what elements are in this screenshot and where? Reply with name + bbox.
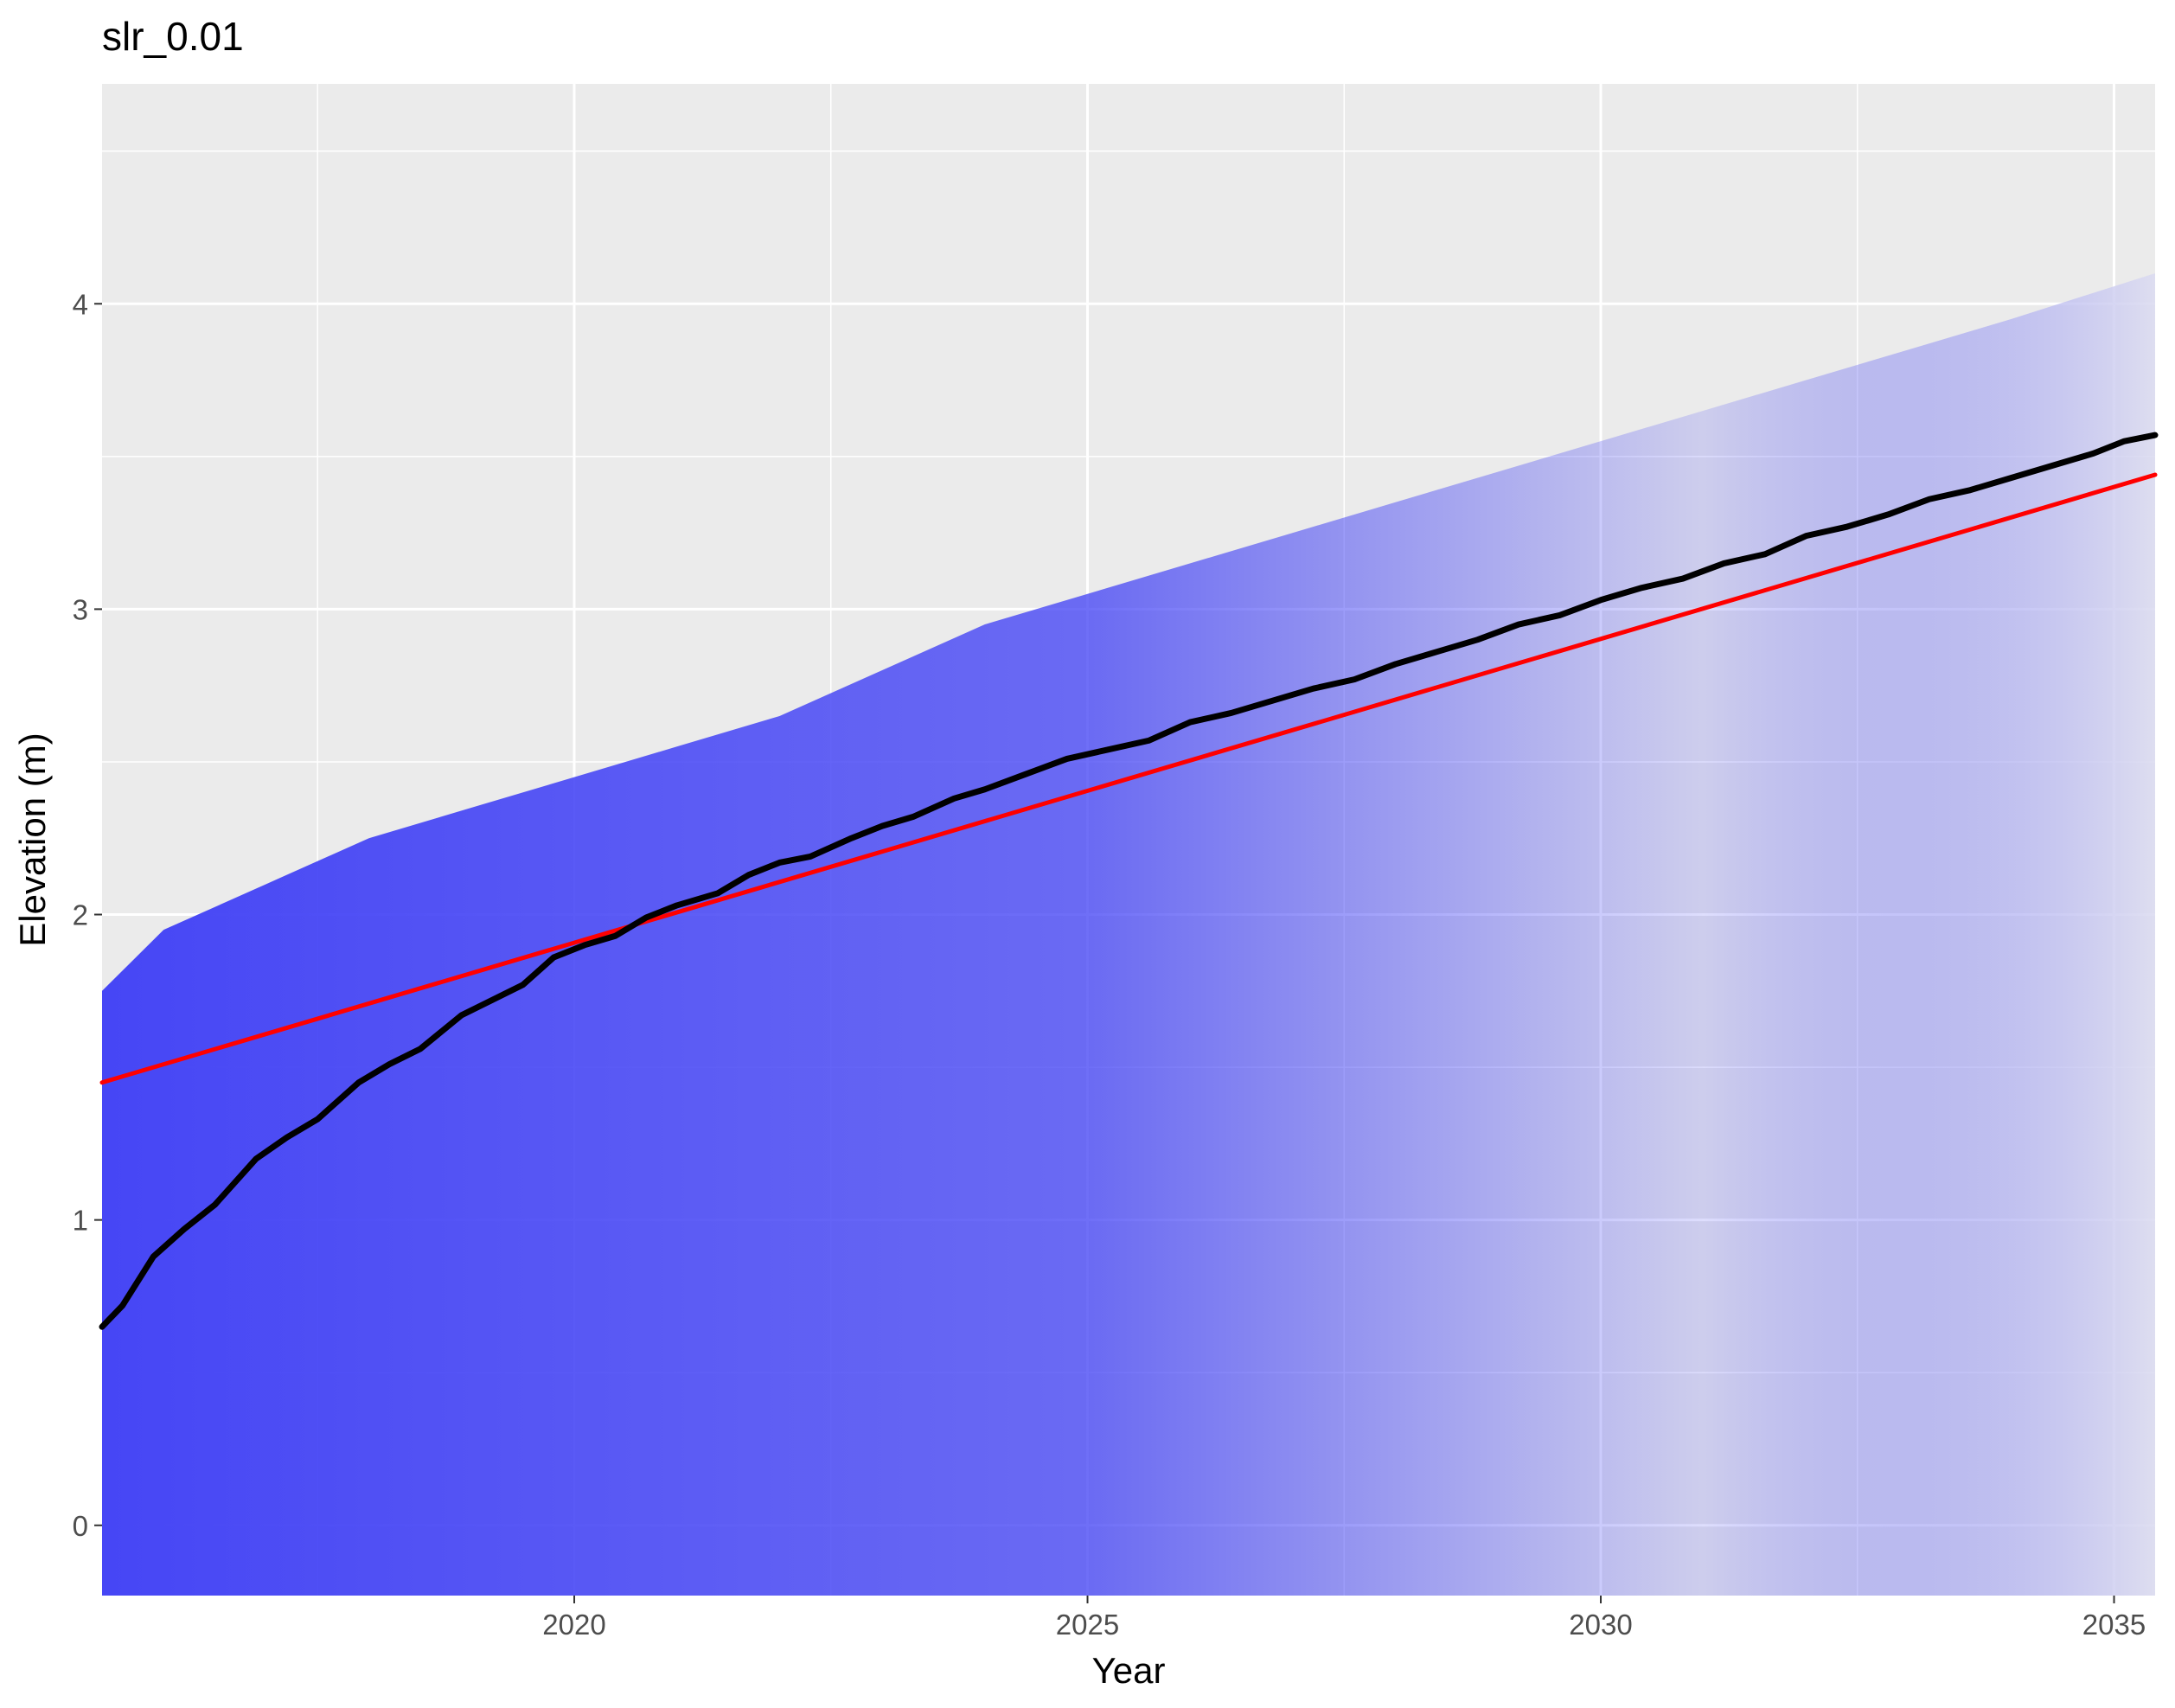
- y-tick-label: 2: [73, 899, 88, 931]
- median-line: [99, 432, 2159, 1330]
- series-layer: [99, 432, 2159, 1330]
- x-axis-ticks: 2020 2025 2030 2035: [542, 1596, 2146, 1641]
- y-axis-ticks: 0 1 2 3 4: [73, 288, 102, 1542]
- y-tick-label: 0: [73, 1510, 88, 1542]
- y-tick-label: 1: [73, 1205, 88, 1237]
- x-tick-label: 2025: [1056, 1609, 1119, 1641]
- y-tick-label: 4: [73, 288, 88, 320]
- simulation-band-area: [102, 272, 2155, 1596]
- x-axis-title: Year: [1092, 1650, 1166, 1691]
- y-axis-title: Elevation (m): [12, 732, 53, 946]
- y-tick-label: 3: [73, 593, 88, 625]
- simulation-band: [102, 272, 2155, 1596]
- x-tick-label: 2035: [2082, 1609, 2146, 1641]
- x-tick-label: 2030: [1569, 1609, 1632, 1641]
- chart-title: slr_0.01: [102, 14, 244, 59]
- trend-line: [99, 472, 2158, 1085]
- x-tick-label: 2020: [542, 1609, 605, 1641]
